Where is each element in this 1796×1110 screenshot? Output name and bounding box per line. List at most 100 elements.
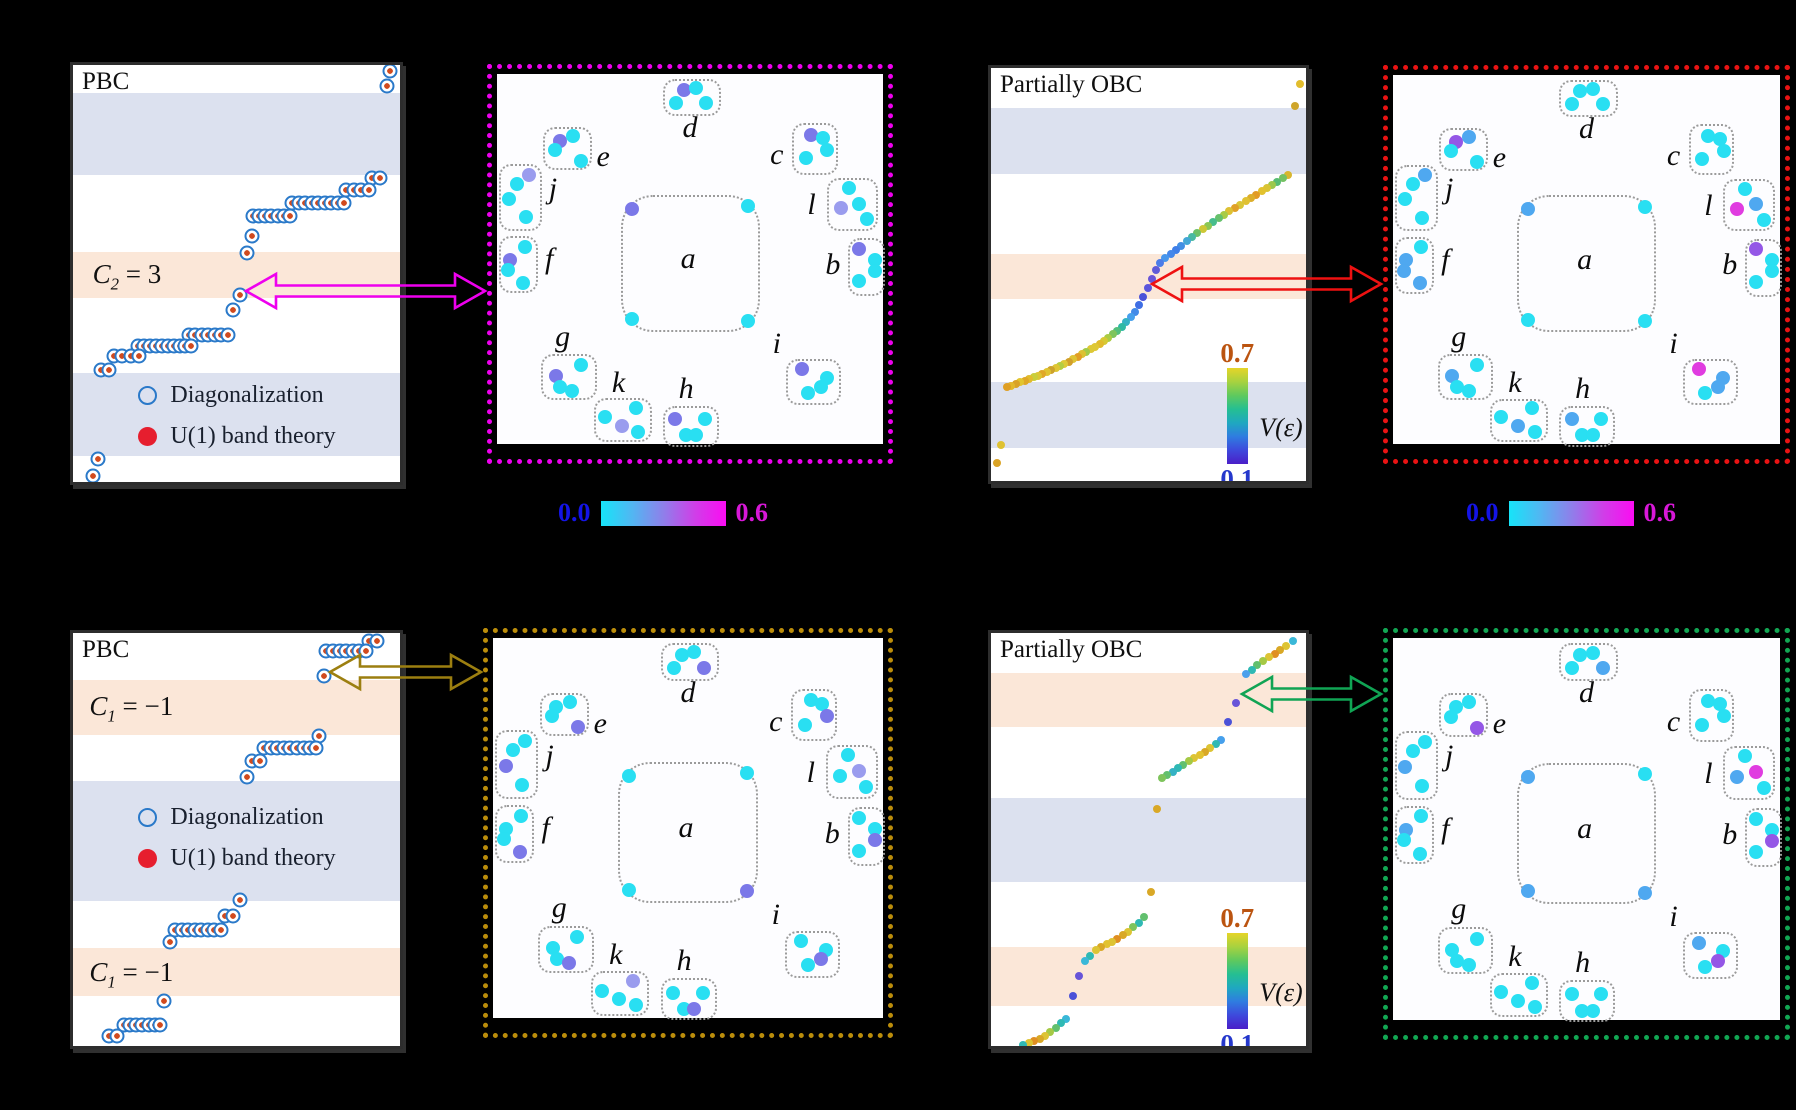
- data-point: [1016, 378, 1025, 387]
- cluster-box-l: [1723, 179, 1776, 232]
- site-dot: [859, 779, 874, 794]
- site-dot: [1510, 419, 1525, 434]
- data-point: [1190, 754, 1199, 763]
- cluster-label-h: h: [1575, 945, 1591, 979]
- band-orange: [991, 672, 1306, 728]
- panel-title: PBC: [82, 68, 130, 95]
- site-dot: [815, 697, 830, 712]
- data-point: [282, 208, 298, 224]
- band-blue: [991, 108, 1306, 175]
- site-dot: [1594, 412, 1609, 427]
- cluster-label-l: l: [1704, 188, 1713, 222]
- cluster-label-l: l: [806, 755, 816, 789]
- site-dot: [1521, 769, 1536, 784]
- data-point: [1246, 194, 1255, 203]
- cluster-label-g: g: [1451, 319, 1467, 353]
- colorbar-horizontal-top-right: 0.0 0.6: [1466, 498, 1676, 528]
- data-point: [1051, 1024, 1060, 1033]
- cluster-label-d: d: [1579, 111, 1594, 145]
- legend-u1-label: U(1) band theory: [170, 422, 336, 449]
- cluster-label-h: h: [678, 371, 694, 405]
- site-dot: [1398, 822, 1413, 837]
- cluster-label-j: j: [1444, 739, 1454, 773]
- data-point: [1273, 177, 1282, 186]
- cluster-box-j: [1394, 164, 1438, 232]
- data-point: [1163, 771, 1172, 780]
- data-point: [1030, 1037, 1039, 1046]
- site-dot: [521, 167, 536, 182]
- cluster-box-l: [826, 745, 879, 799]
- site-dot: [699, 96, 714, 111]
- data-point: [1264, 653, 1273, 662]
- cluster-label-d: d: [680, 676, 696, 710]
- data-point: [1135, 301, 1144, 310]
- panel-obc-top: Partially OBC 0.7 0.1 V(ε): [988, 65, 1309, 484]
- colorbar-vertical: 0.7 0.1 V(ε): [1205, 903, 1302, 1046]
- site-dot: [1765, 253, 1780, 268]
- data-point: [361, 182, 377, 198]
- vcolorbar-title: V(ε): [1259, 977, 1303, 1007]
- data-point: [1007, 381, 1016, 390]
- cluster-label-b: b: [825, 247, 841, 281]
- data-point: [1147, 887, 1156, 896]
- data-point: [232, 892, 248, 908]
- data-point: [1290, 101, 1299, 110]
- cluster-label-f: f: [1441, 812, 1450, 845]
- cluster-box-g: [1437, 927, 1494, 975]
- cluster-box-j: [498, 163, 542, 231]
- site-dot: [1524, 401, 1539, 416]
- site-dot: [1470, 154, 1485, 169]
- cluster-box-d: [660, 642, 720, 682]
- site-dot: [1521, 312, 1536, 327]
- site-dot: [562, 956, 577, 971]
- site-dot: [1738, 748, 1753, 763]
- data-point: [1270, 649, 1279, 658]
- cluster-label-j: j: [1444, 172, 1454, 206]
- data-point: [1073, 352, 1082, 361]
- site-dot: [553, 379, 568, 394]
- site-dot: [852, 274, 867, 289]
- data-point: [1177, 241, 1186, 250]
- data-point: [1108, 330, 1117, 339]
- data-point: [1206, 744, 1215, 753]
- cluster-box-c: [791, 123, 838, 175]
- cluster-label-f: f: [541, 811, 550, 844]
- site-dot: [545, 941, 560, 956]
- site-dot: [611, 992, 626, 1007]
- site-dot: [1701, 693, 1716, 708]
- data-point: [1129, 923, 1138, 932]
- data-point: [1033, 371, 1042, 380]
- site-dot: [852, 810, 867, 825]
- data-point: [1118, 931, 1127, 940]
- data-point: [1147, 274, 1156, 283]
- data-point: [232, 287, 248, 303]
- site-dot: [506, 743, 521, 758]
- site-dot: [562, 694, 577, 709]
- chern-number-label-2: C1 = −1: [89, 957, 174, 992]
- site-dot: [515, 778, 530, 793]
- site-dot: [1398, 759, 1413, 774]
- cluster-label-a: a: [1577, 812, 1593, 845]
- data-point: [152, 1017, 168, 1033]
- site-dot: [739, 766, 754, 781]
- data-point: [1267, 180, 1276, 189]
- band-orange: [991, 946, 1306, 1006]
- data-point: [1055, 361, 1064, 370]
- site-dot: [1521, 202, 1536, 217]
- cluster-box-b: [1745, 238, 1783, 297]
- data-point: [1247, 665, 1256, 674]
- data-point: [382, 65, 398, 79]
- site-dot: [794, 934, 809, 949]
- data-point: [358, 643, 374, 659]
- cluster-label-d: d: [682, 110, 698, 144]
- open-circle-marker: [138, 808, 158, 828]
- site-dot: [1712, 697, 1727, 712]
- cluster-box-a: [617, 761, 759, 904]
- site-dot: [1692, 935, 1707, 950]
- data-point: [992, 458, 1001, 467]
- site-dot: [496, 832, 511, 847]
- data-point: [1042, 367, 1051, 376]
- site-dot: [513, 808, 528, 823]
- cluster-box-l: [1723, 745, 1776, 800]
